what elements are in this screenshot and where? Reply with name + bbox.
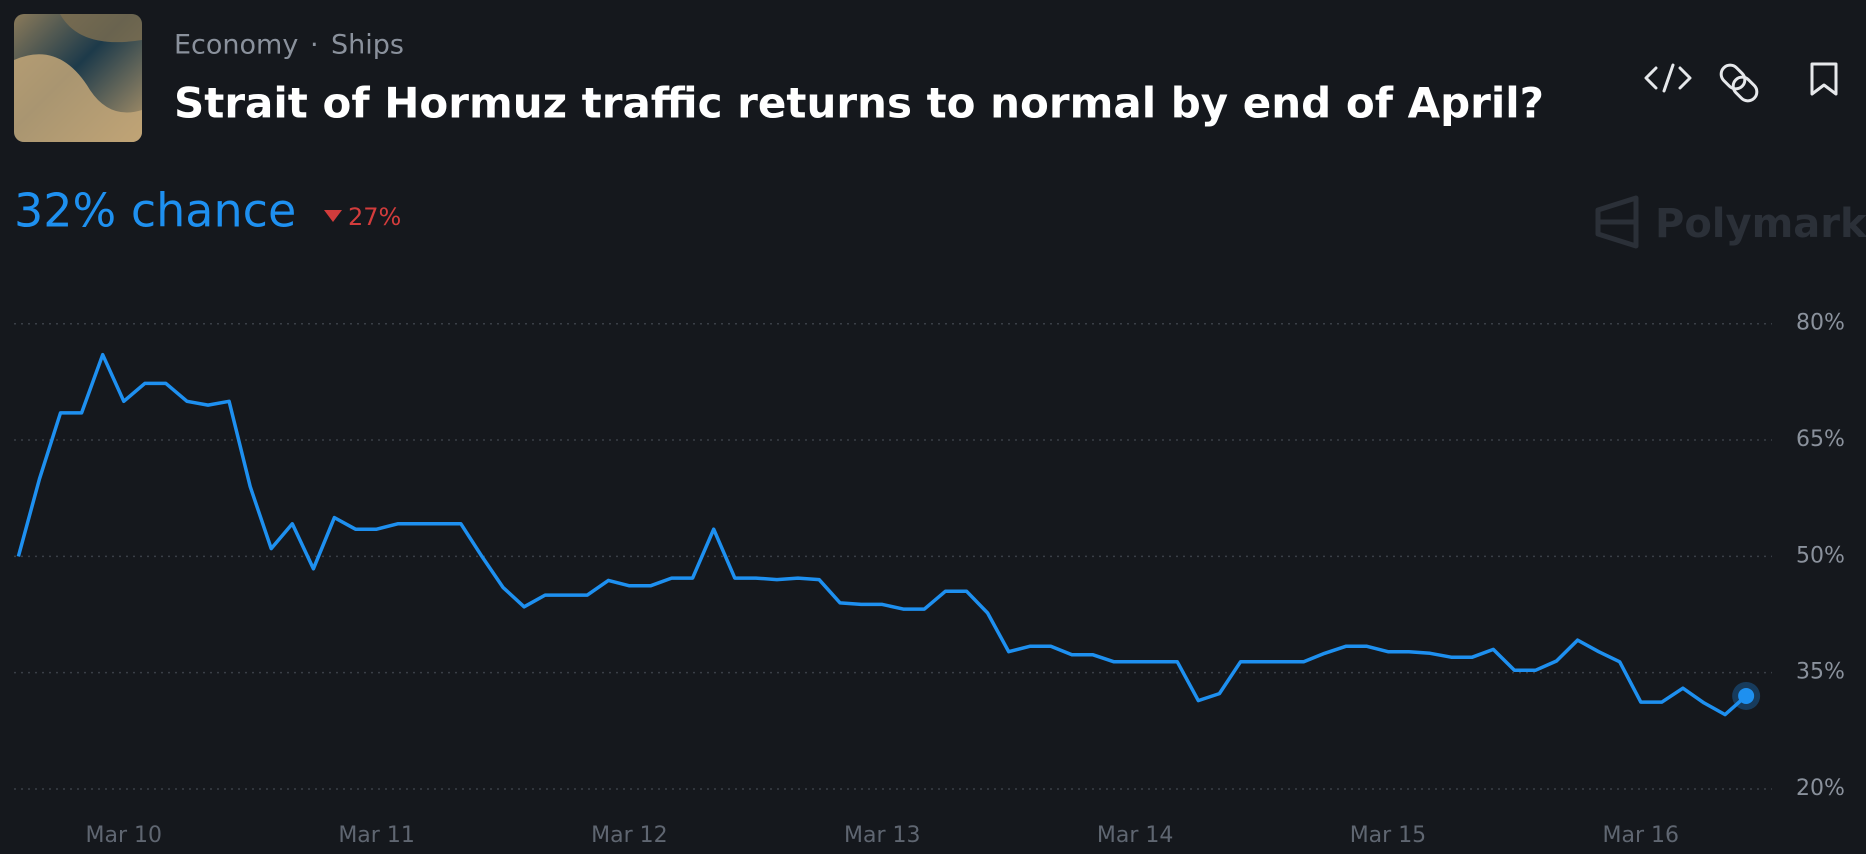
change-arrow	[324, 210, 342, 222]
y-tick-label: 50%	[1796, 543, 1845, 568]
price-line	[16, 352, 1748, 717]
x-tick-label: Mar 14	[1097, 823, 1174, 848]
embed-icon[interactable]	[1644, 63, 1692, 93]
subcategory[interactable]: Ships	[331, 30, 404, 61]
x-tick-label: Mar 13	[844, 823, 921, 848]
y-tick-label: 35%	[1796, 660, 1845, 685]
y-tick-label: 65%	[1796, 427, 1845, 452]
market-thumbnail	[14, 14, 142, 142]
latest-point	[1738, 687, 1755, 704]
x-tick-label: Mar 16	[1603, 823, 1680, 848]
change: 27%	[348, 203, 401, 231]
brand-watermark: Polymarket	[1595, 195, 1866, 249]
link-icon[interactable]	[1717, 61, 1760, 104]
market-title: Strait of Hormuz traffic returns to norm…	[174, 79, 1544, 128]
brand: Polymarket	[1655, 201, 1866, 247]
x-tick-label: Mar 15	[1350, 823, 1427, 848]
chance: 32% chance	[14, 184, 296, 238]
x-tick-label: Mar 11	[338, 823, 415, 848]
separator: ·	[310, 30, 319, 61]
category[interactable]: Economy	[174, 30, 298, 61]
y-tick-label: 80%	[1796, 311, 1845, 336]
y-tick-label: 20%	[1796, 776, 1845, 801]
x-tick-label: Mar 12	[591, 823, 668, 848]
bookmark-icon[interactable]	[1810, 62, 1838, 96]
x-tick-label: Mar 10	[86, 823, 163, 848]
